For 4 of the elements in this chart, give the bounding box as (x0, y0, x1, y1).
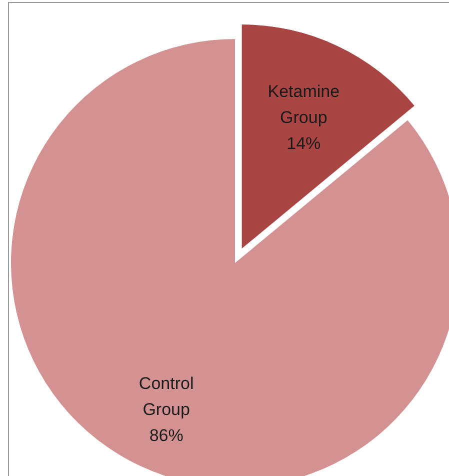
slice-label: Control Group (138, 373, 194, 418)
data-label: 86% (149, 425, 184, 444)
data-label: 14% (286, 134, 321, 153)
slice-label: Ketamine Group (268, 82, 340, 127)
